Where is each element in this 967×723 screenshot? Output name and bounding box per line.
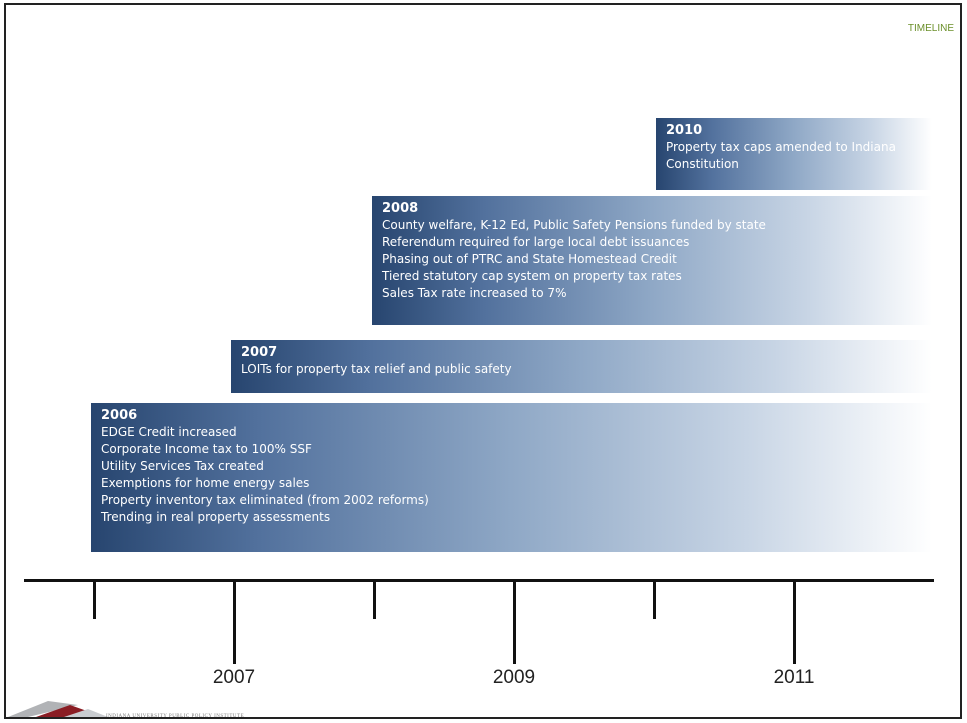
axis-label-2009: 2009 bbox=[492, 667, 536, 688]
axis-tick-major bbox=[233, 582, 236, 664]
timeline-band-2006: 2006 EDGE Credit increased Corporate Inc… bbox=[91, 403, 932, 552]
band-item: Phasing out of PTRC and State Homestead … bbox=[382, 252, 677, 266]
band-year: 2010 bbox=[666, 123, 703, 138]
axis-tick-minor bbox=[373, 582, 376, 619]
band-year: 2008 bbox=[382, 201, 419, 216]
axis-tick-minor bbox=[93, 582, 96, 619]
band-item: Property tax caps amended to Indiana bbox=[666, 140, 896, 154]
band-item: Exemptions for home energy sales bbox=[101, 476, 310, 490]
axis-label-2007: 2007 bbox=[212, 667, 256, 688]
band-item: LOITs for property tax relief and public… bbox=[241, 362, 512, 376]
band-item: Tiered statutory cap system on property … bbox=[382, 269, 682, 283]
slide: TIMELINE 2010 Property tax caps amended … bbox=[4, 3, 962, 719]
timeline-axis bbox=[24, 579, 934, 582]
band-items: LOITs for property tax relief and public… bbox=[241, 361, 932, 378]
band-items: EDGE Credit increased Corporate Income t… bbox=[101, 424, 932, 526]
band-item: Constitution bbox=[666, 157, 739, 171]
logo-wordmark: INDIANA UNIVERSITY PUBLIC POLICY INSTITU… bbox=[106, 714, 245, 719]
band-year: 2006 bbox=[101, 408, 138, 423]
band-item: Trending in real property assessments bbox=[101, 510, 331, 524]
band-item: Property inventory tax eliminated (from … bbox=[101, 493, 429, 507]
timeline-band-2007: 2007 LOITs for property tax relief and p… bbox=[231, 340, 932, 393]
axis-label-2011: 2011 bbox=[773, 667, 815, 688]
band-items: County welfare, K-12 Ed, Public Safety P… bbox=[382, 217, 932, 302]
band-items: Property tax caps amended to Indiana Con… bbox=[666, 139, 932, 173]
timeline-band-2010: 2010 Property tax caps amended to Indian… bbox=[656, 118, 932, 190]
band-item: Sales Tax rate increased to 7% bbox=[382, 286, 567, 300]
band-item: EDGE Credit increased bbox=[101, 425, 237, 439]
band-item: County welfare, K-12 Ed, Public Safety P… bbox=[382, 218, 766, 232]
band-year: 2007 bbox=[241, 345, 278, 360]
institute-logo bbox=[8, 701, 108, 717]
slide-section-label: TIMELINE bbox=[907, 23, 954, 34]
band-item: Corporate Income tax to 100% SSF bbox=[101, 442, 312, 456]
timeline-band-2008: 2008 County welfare, K-12 Ed, Public Saf… bbox=[372, 196, 932, 325]
axis-tick-major bbox=[793, 582, 796, 664]
band-item: Utility Services Tax created bbox=[101, 459, 264, 473]
axis-tick-minor bbox=[653, 582, 656, 619]
band-item: Referendum required for large local debt… bbox=[382, 235, 690, 249]
axis-tick-major bbox=[513, 582, 516, 664]
